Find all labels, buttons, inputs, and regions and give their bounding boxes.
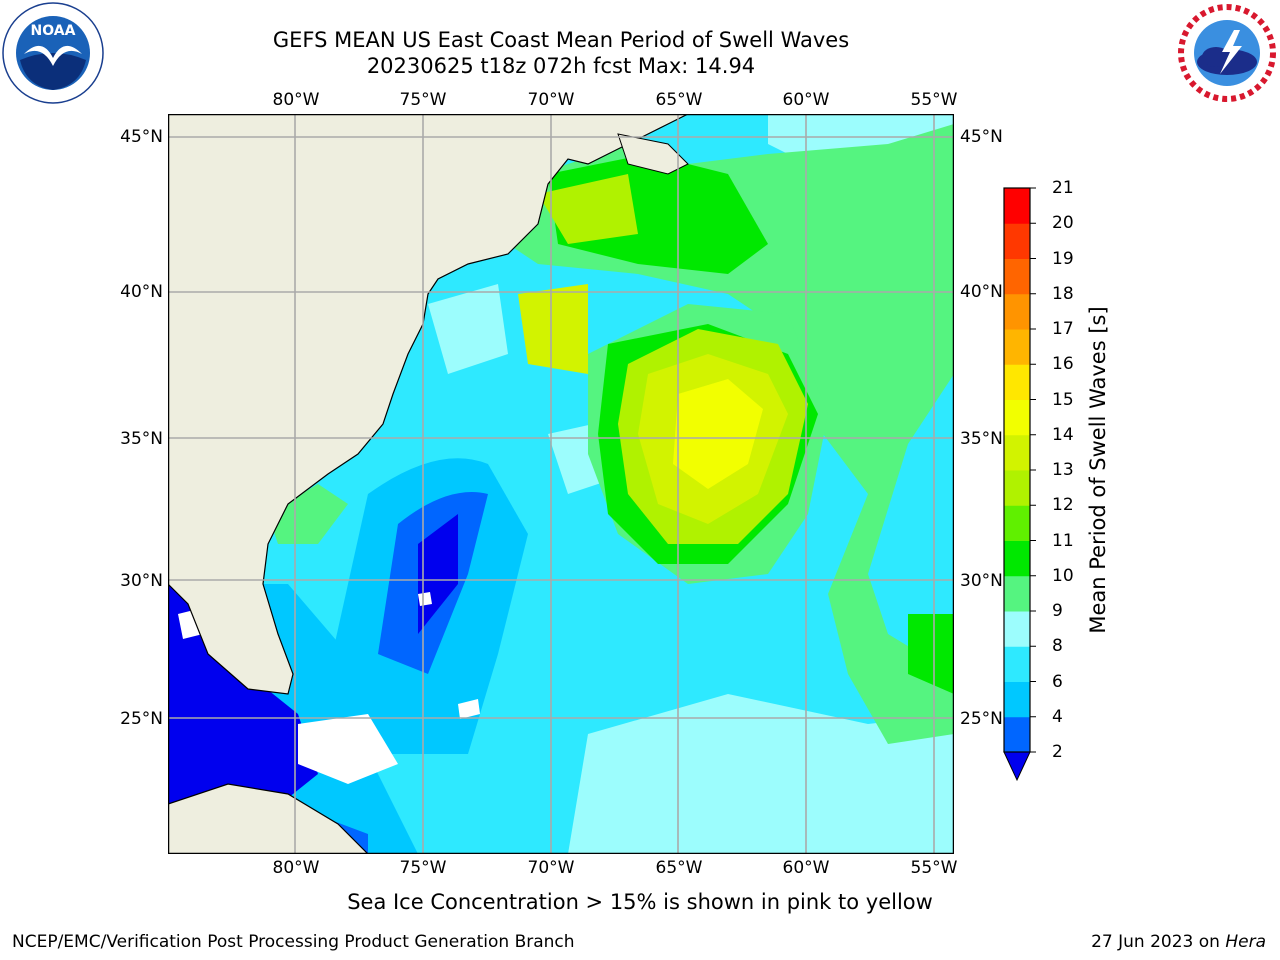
nws-logo	[1177, 3, 1277, 103]
colorbar-tick-label: 18	[1052, 283, 1074, 304]
lon-tick-bottom: 75°W	[399, 858, 447, 878]
lon-tick-top: 55°W	[910, 90, 958, 110]
lat-tick-left: 25°N	[120, 709, 163, 729]
colorbar-tick-label: 20	[1052, 213, 1074, 234]
colorbar-tick-label: 9	[1052, 601, 1063, 621]
colorbar	[1003, 187, 1036, 782]
colorbar-tick-label: 15	[1052, 389, 1074, 410]
noaa-logo-text: NOAA	[31, 23, 76, 39]
period-8-9-region-nearshore	[428, 284, 508, 374]
map-gridlines	[168, 114, 954, 854]
period-9-10-region	[508, 124, 954, 744]
colorbar-band	[1004, 646, 1030, 682]
colorbar-tick-label: 4	[1052, 706, 1063, 727]
chart-subtitle: 20230625 t18z 072h fcst Max: 14.94	[366, 54, 756, 78]
colorbar-band	[1004, 434, 1030, 471]
colorbar-tick-label: 12	[1052, 495, 1074, 516]
chart-title: GEFS MEAN US East Coast Mean Period of S…	[272, 28, 850, 52]
lat-tick-left: 30°N	[120, 571, 163, 591]
colorbar-tick-label: 16	[1052, 354, 1074, 375]
lat-tick-left: 45°N	[120, 127, 163, 147]
colorbar-band	[1004, 681, 1030, 718]
footer-credit: NCEP/EMC/Verification Post Processing Pr…	[12, 932, 575, 952]
colorbar-tick-label: 11	[1052, 530, 1074, 551]
lat-tick-right: 40°N	[960, 282, 1003, 302]
lon-tick-top: 65°W	[655, 90, 703, 110]
colorbar-band	[1004, 399, 1030, 436]
colorbar-tick-label: 19	[1052, 248, 1074, 269]
land-us-east-coast	[168, 114, 689, 695]
colorbar-band	[1004, 223, 1030, 259]
colorbar-band	[1004, 364, 1030, 400]
lon-tick-top: 70°W	[527, 90, 575, 110]
colorbar-band	[1004, 188, 1030, 224]
no-data-bahamas	[298, 714, 398, 784]
map-border	[168, 114, 954, 854]
period-14-15-region	[673, 379, 763, 489]
colorbar-band	[1004, 470, 1030, 506]
lon-tick-top: 60°W	[782, 90, 830, 110]
colorbar-tick-label: 8	[1052, 636, 1063, 657]
lat-tick-right: 45°N	[960, 127, 1003, 147]
period-13-14-region-north	[518, 284, 588, 374]
colorbar-band	[1004, 505, 1030, 541]
colorbar-band	[1004, 575, 1030, 612]
colorbar-tick-label: 21	[1052, 178, 1074, 198]
lon-tick-top: 80°W	[272, 90, 320, 110]
lat-tick-left: 40°N	[120, 282, 163, 302]
colorbar-band	[1004, 540, 1030, 577]
noaa-logo: NOAA	[2, 2, 104, 104]
lat-tick-right: 35°N	[960, 429, 1003, 449]
colorbar-extend-triangle	[1003, 751, 1031, 782]
colorbar-tick-label: 2	[1052, 742, 1063, 762]
lon-tick-bottom: 65°W	[655, 858, 703, 878]
lat-tick-left: 35°N	[120, 429, 163, 449]
footer-date: 27 Jun 2023 on Hera	[1091, 932, 1266, 952]
colorbar-bands	[1004, 188, 1030, 753]
map-plot	[168, 114, 954, 854]
colorbar-band	[1004, 611, 1030, 647]
lon-tick-top: 75°W	[399, 90, 447, 110]
colorbar-tickmarks	[1030, 187, 1036, 753]
lon-tick-bottom: 80°W	[272, 858, 320, 878]
colorbar-tick-label: 13	[1052, 460, 1074, 480]
lon-tick-bottom: 70°W	[527, 858, 575, 878]
lon-tick-bottom: 60°W	[782, 858, 830, 878]
lat-tick-right: 30°N	[960, 571, 1003, 591]
sea-ice-note: Sea Ice Concentration > 15% is shown in …	[347, 890, 933, 914]
colorbar-band	[1004, 329, 1030, 365]
lon-tick-bottom: 55°W	[910, 858, 958, 878]
colorbar-tick-label: 6	[1052, 671, 1063, 692]
colorbar-band	[1004, 293, 1030, 330]
colorbar-tick-label: 17	[1052, 319, 1074, 339]
colorbar-band	[1004, 716, 1030, 753]
lat-tick-right: 25°N	[960, 709, 1003, 729]
colorbar-tick-label: 10	[1052, 565, 1074, 586]
land-cuba	[168, 783, 369, 854]
footer-host: Hera	[1225, 932, 1266, 952]
colorbar-tick-label: 14	[1052, 424, 1074, 445]
colorbar-band	[1004, 258, 1030, 295]
